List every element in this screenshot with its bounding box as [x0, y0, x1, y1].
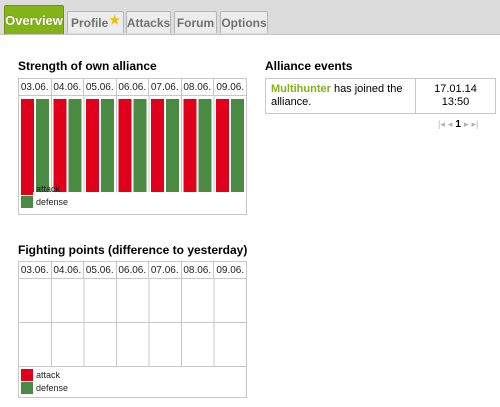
last-page-icon[interactable]: ▸|	[471, 118, 479, 129]
event-text: Multihunter has joined the alliance.	[266, 79, 416, 113]
legend-item-attack: attack	[21, 368, 68, 381]
bar-attack-09.06.	[216, 99, 229, 192]
fighting-grid	[19, 279, 246, 367]
defense-swatch	[21, 381, 33, 394]
event-date: 17.01.14	[434, 83, 477, 95]
strength-date-4: 07.06.	[149, 79, 182, 96]
tab-forum[interactable]: Forum	[174, 11, 217, 33]
strength-bars	[21, 96, 244, 192]
fighting-title: Fighting points (difference to yesterday…	[18, 243, 248, 257]
strength-date-6: 09.06.	[214, 79, 247, 96]
strength-date-row: 03.06. 04.06. 05.06. 06.06. 07.06. 08.06. 09.0…	[19, 79, 247, 96]
event-description: has joined the alliance.	[271, 83, 403, 108]
event-time: 13:50	[441, 96, 470, 108]
events-pager: |◂ ◂ 1 ▸ ▸|	[438, 118, 478, 130]
star-icon: ★	[109, 12, 121, 27]
fighting-date-1: 04.06.	[51, 262, 84, 279]
legend-item-attack: attack	[21, 182, 68, 195]
tab-options-label: Options	[221, 15, 267, 30]
tab-attacks[interactable]: Attacks	[126, 11, 171, 33]
legend-label-defense: defense	[36, 196, 69, 207]
bar-defense-06.06.	[133, 99, 147, 192]
fighting-date-0: 03.06.	[19, 262, 52, 279]
first-page-icon[interactable]: |◂	[438, 118, 445, 129]
fighting-chart: 03.06. 04.06. 05.06. 06.06. 07.06. 08.06. 09.0…	[18, 261, 247, 398]
defense-swatch	[21, 195, 33, 208]
legend-label-defense: defense	[36, 382, 69, 393]
bar-defense-04.06.	[68, 99, 82, 192]
bar-attack-06.06.	[118, 99, 132, 192]
tab-overview-label: Overview	[5, 12, 63, 28]
legend-item-defense: defense	[21, 381, 68, 394]
fighting-date-4: 07.06.	[149, 262, 182, 279]
fighting-date-row: 03.06. 04.06. 05.06. 06.06. 07.06. 08.06. 09.0…	[19, 262, 247, 279]
bar-defense-08.06.	[198, 99, 212, 192]
page-number[interactable]: 1	[455, 118, 461, 130]
strength-date-0: 03.06.	[19, 79, 52, 96]
tab-bar: Overview Profile ★ Attacks Forum Options	[0, 0, 500, 35]
bar-attack-05.06.	[86, 99, 99, 192]
tab-profile-label: Profile	[70, 15, 109, 30]
attack-swatch	[21, 368, 33, 381]
tab-forum-label: Forum	[176, 15, 215, 30]
bar-attack-07.06.	[151, 99, 164, 192]
prev-page-icon[interactable]: ◂	[447, 118, 453, 129]
bar-defense-07.06.	[166, 99, 179, 192]
bar-attack-03.06.	[21, 99, 34, 192]
fighting-date-2: 05.06.	[84, 262, 117, 279]
strength-chart: 03.06. 04.06. 05.06. 06.06. 07.06. 08.06. 09.0…	[18, 78, 247, 215]
tab-overview[interactable]: Overview	[4, 5, 64, 34]
event-player-link[interactable]: Multihunter	[271, 83, 331, 95]
attack-swatch	[21, 182, 33, 195]
bar-attack-08.06.	[183, 99, 197, 192]
bar-attack-04.06.	[53, 99, 67, 192]
strength-date-5: 08.06.	[181, 79, 214, 96]
fighting-date-5: 08.06.	[181, 262, 214, 279]
legend-label-attack: attack	[36, 183, 61, 194]
tab-attacks-label: Attacks	[126, 15, 171, 30]
fighting-date-6: 09.06.	[214, 262, 247, 279]
strength-date-3: 06.06.	[116, 79, 149, 96]
events-table: Multihunter has joined the alliance. 17.…	[265, 78, 496, 114]
fighting-legend: attack defense	[21, 368, 68, 394]
strength-date-2: 05.06.	[84, 79, 117, 96]
fighting-date-3: 06.06.	[116, 262, 149, 279]
strength-legend: attack defense	[21, 182, 68, 208]
bar-defense-09.06.	[231, 99, 244, 192]
next-page-icon[interactable]: ▸	[463, 118, 469, 129]
bar-defense-05.06.	[101, 99, 114, 192]
tab-options[interactable]: Options	[220, 11, 268, 33]
strength-title: Strength of own alliance	[18, 59, 157, 73]
strength-date-1: 04.06.	[51, 79, 84, 96]
legend-label-attack: attack	[36, 369, 61, 380]
bar-defense-03.06.	[36, 99, 49, 192]
event-timestamp: 17.01.14 13:50	[416, 79, 495, 113]
tab-profile[interactable]: Profile ★	[67, 11, 124, 33]
legend-item-defense: defense	[21, 195, 68, 208]
events-title: Alliance events	[265, 59, 353, 73]
